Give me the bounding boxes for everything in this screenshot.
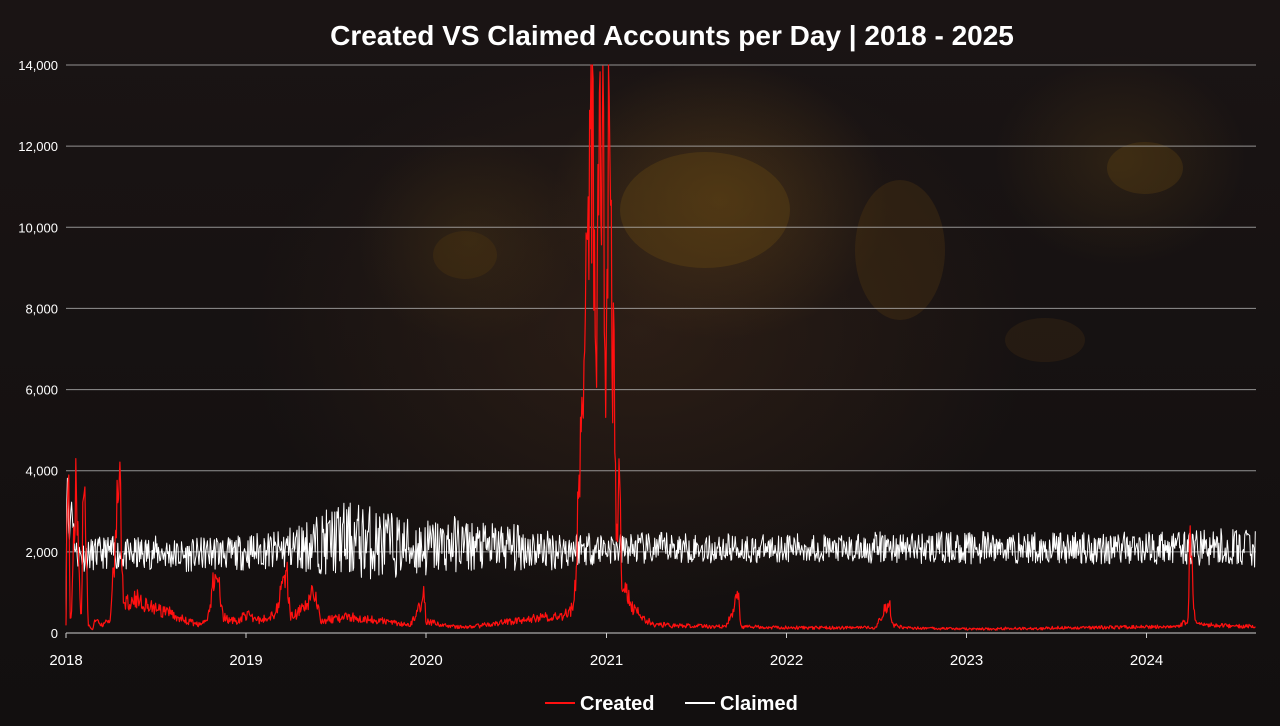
y-tick-label: 2,000 — [25, 545, 58, 560]
x-axis-tick-labels: 2018 2019 2020 2021 2022 2023 2024 — [49, 633, 1163, 669]
x-tick-label: 2022 — [770, 652, 803, 669]
x-tick-label: 2020 — [409, 652, 442, 669]
gridlines — [66, 64, 1256, 553]
y-tick-label: 6,000 — [25, 383, 58, 398]
x-tick-label: 2018 — [49, 652, 82, 669]
y-axis-tick-labels: 0 2,000 4,000 6,000 8,000 10,000 12,000 14,000 — [18, 58, 58, 641]
series-claimed-line — [65, 477, 1256, 625]
x-tick-label: 2024 — [1130, 652, 1163, 669]
legend: Created Claimed — [545, 693, 798, 715]
x-tick-label: 2023 — [950, 652, 983, 669]
chart-title: Created VS Claimed Accounts per Day | 20… — [330, 20, 1014, 51]
series-created-line — [65, 64, 1256, 631]
background-decoration — [433, 142, 1183, 362]
series-layer — [65, 64, 1256, 631]
legend-label-claimed: Claimed — [720, 693, 798, 715]
y-tick-label: 0 — [51, 626, 58, 641]
legend-label-created: Created — [580, 693, 654, 715]
y-tick-label: 4,000 — [25, 464, 58, 479]
x-tick-label: 2019 — [229, 652, 262, 669]
y-tick-label: 12,000 — [18, 139, 58, 154]
x-tick-label: 2021 — [590, 652, 623, 669]
y-tick-label: 8,000 — [25, 301, 58, 316]
y-tick-label: 10,000 — [18, 220, 58, 235]
y-tick-label: 14,000 — [18, 58, 58, 73]
